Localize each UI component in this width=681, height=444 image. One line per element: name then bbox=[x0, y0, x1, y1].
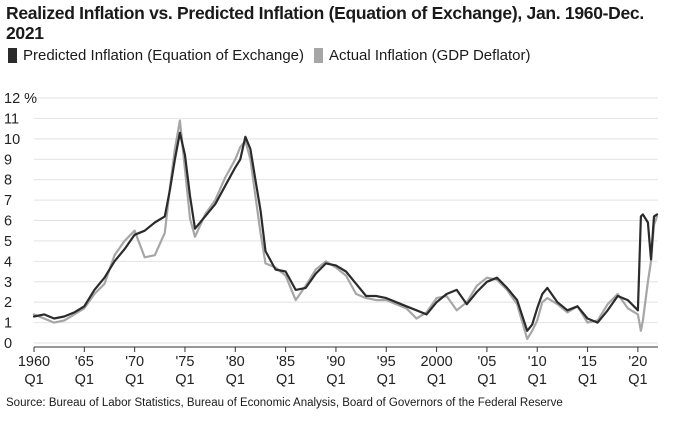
x-tick-sublabel: Q1 bbox=[276, 372, 295, 388]
x-tick-label: '05 bbox=[477, 354, 496, 370]
series-line-predicted bbox=[32, 131, 659, 332]
y-tick-label: 7 bbox=[4, 193, 12, 209]
x-tick-sublabel: Q1 bbox=[578, 372, 597, 388]
x-tick-sublabel: Q1 bbox=[628, 372, 647, 388]
y-tick-label: 0 bbox=[4, 336, 12, 352]
x-tick-sublabel: Q1 bbox=[125, 372, 144, 388]
y-tick-label: 12 % bbox=[4, 91, 37, 107]
y-tick-label: 4 bbox=[4, 254, 12, 270]
y-tick-label: 2 bbox=[4, 295, 12, 311]
x-tick-sublabel: Q1 bbox=[226, 372, 245, 388]
y-tick-label: 3 bbox=[4, 275, 12, 291]
legend-label-actual: Actual Inflation (GDP Deflator) bbox=[329, 47, 531, 64]
y-tick-label: 10 bbox=[4, 132, 20, 148]
x-tick-label: '85 bbox=[276, 354, 295, 370]
x-tick-sublabel: Q1 bbox=[24, 372, 43, 388]
x-tick-label: '70 bbox=[125, 354, 144, 370]
legend-item-predicted: Predicted Inflation (Equation of Exchang… bbox=[8, 47, 304, 64]
legend-swatch-actual bbox=[314, 48, 324, 63]
legend-label-predicted: Predicted Inflation (Equation of Exchang… bbox=[23, 47, 305, 64]
x-tick-sublabel: Q1 bbox=[477, 372, 496, 388]
legend-item-actual: Actual Inflation (GDP Deflator) bbox=[314, 47, 531, 64]
x-tick-sublabel: Q1 bbox=[75, 372, 94, 388]
y-tick-label: 8 bbox=[4, 173, 12, 189]
x-tick-label: '65 bbox=[75, 354, 94, 370]
legend-swatch-predicted bbox=[8, 48, 17, 63]
x-tick-label: '20 bbox=[628, 354, 647, 370]
y-tick-label: 6 bbox=[4, 214, 12, 230]
x-tick-sublabel: Q1 bbox=[175, 372, 194, 388]
y-tick-label: 9 bbox=[4, 152, 12, 168]
chart-title: Realized Inflation vs. Predicted Inflati… bbox=[6, 3, 644, 43]
x-tick-label: '80 bbox=[226, 354, 245, 370]
x-tick-label: 1960 bbox=[18, 354, 50, 370]
x-tick-sublabel: Q1 bbox=[427, 372, 446, 388]
x-tick-label: '90 bbox=[326, 354, 345, 370]
legend: Predicted Inflation (Equation of Exchang… bbox=[8, 47, 541, 64]
x-tick-label: '10 bbox=[528, 354, 547, 370]
x-tick-label: 2000 bbox=[420, 354, 452, 370]
x-tick-label: '95 bbox=[377, 354, 396, 370]
y-tick-label: 5 bbox=[4, 234, 12, 250]
y-tick-label: 11 bbox=[4, 111, 19, 127]
x-tick-label: '75 bbox=[176, 354, 195, 370]
source-note: Source: Bureau of Labor Statistics, Bure… bbox=[6, 397, 563, 409]
x-tick-label: '15 bbox=[578, 354, 597, 370]
x-tick-sublabel: Q1 bbox=[326, 372, 345, 388]
x-tick-sublabel: Q1 bbox=[528, 372, 547, 388]
y-tick-label: 1 bbox=[4, 316, 12, 332]
x-tick-sublabel: Q1 bbox=[377, 372, 396, 388]
